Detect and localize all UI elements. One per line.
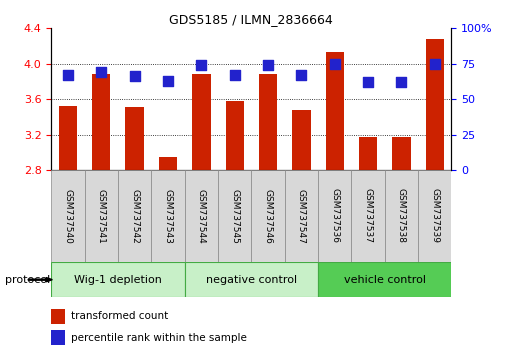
Point	[364, 79, 372, 85]
Bar	[218, 170, 251, 262]
Bar	[259, 74, 277, 170]
Bar	[85, 170, 118, 262]
Bar	[159, 156, 177, 170]
Text: GSM737540: GSM737540	[64, 188, 72, 244]
Text: GSM737542: GSM737542	[130, 189, 139, 243]
Bar	[118, 170, 151, 262]
Bar	[426, 39, 444, 170]
Text: GSM737538: GSM737538	[397, 188, 406, 244]
Bar	[385, 170, 418, 262]
Point	[130, 74, 139, 79]
Text: GSM737546: GSM737546	[264, 188, 272, 244]
Text: Wig-1 depletion: Wig-1 depletion	[74, 275, 162, 285]
Bar	[318, 262, 451, 297]
Bar	[151, 170, 185, 262]
Bar	[351, 170, 385, 262]
Bar	[359, 137, 377, 170]
Bar	[326, 52, 344, 170]
Bar	[226, 101, 244, 170]
Point	[297, 72, 305, 78]
Text: GSM737536: GSM737536	[330, 188, 339, 244]
Text: GSM737543: GSM737543	[164, 188, 172, 244]
Text: percentile rank within the sample: percentile rank within the sample	[71, 332, 247, 343]
Title: GDS5185 / ILMN_2836664: GDS5185 / ILMN_2836664	[169, 13, 333, 26]
Bar	[59, 106, 77, 170]
Text: GSM737544: GSM737544	[197, 189, 206, 243]
Bar	[318, 170, 351, 262]
Text: GSM737547: GSM737547	[297, 188, 306, 244]
Text: protocol: protocol	[5, 275, 50, 285]
Bar	[126, 107, 144, 170]
Bar	[292, 110, 310, 170]
Point	[97, 69, 106, 75]
Bar	[285, 170, 318, 262]
Point	[430, 61, 439, 67]
Bar	[418, 170, 451, 262]
Text: GSM737545: GSM737545	[230, 188, 239, 244]
Bar	[51, 262, 185, 297]
Point	[330, 61, 339, 67]
Bar	[251, 170, 285, 262]
Point	[397, 79, 405, 85]
Text: GSM737537: GSM737537	[364, 188, 372, 244]
Point	[64, 72, 72, 78]
Text: GSM737541: GSM737541	[97, 188, 106, 244]
Text: GSM737539: GSM737539	[430, 188, 439, 244]
Bar	[51, 309, 65, 324]
Text: transformed count: transformed count	[71, 311, 168, 321]
Point	[197, 62, 205, 68]
Bar	[185, 262, 318, 297]
Point	[264, 62, 272, 68]
Bar	[392, 137, 410, 170]
Bar	[192, 74, 210, 170]
Bar	[51, 330, 65, 345]
Bar	[51, 170, 85, 262]
Point	[164, 78, 172, 84]
Text: vehicle control: vehicle control	[344, 275, 426, 285]
Bar	[185, 170, 218, 262]
Bar	[92, 74, 110, 170]
Point	[230, 72, 239, 78]
Text: negative control: negative control	[206, 275, 297, 285]
